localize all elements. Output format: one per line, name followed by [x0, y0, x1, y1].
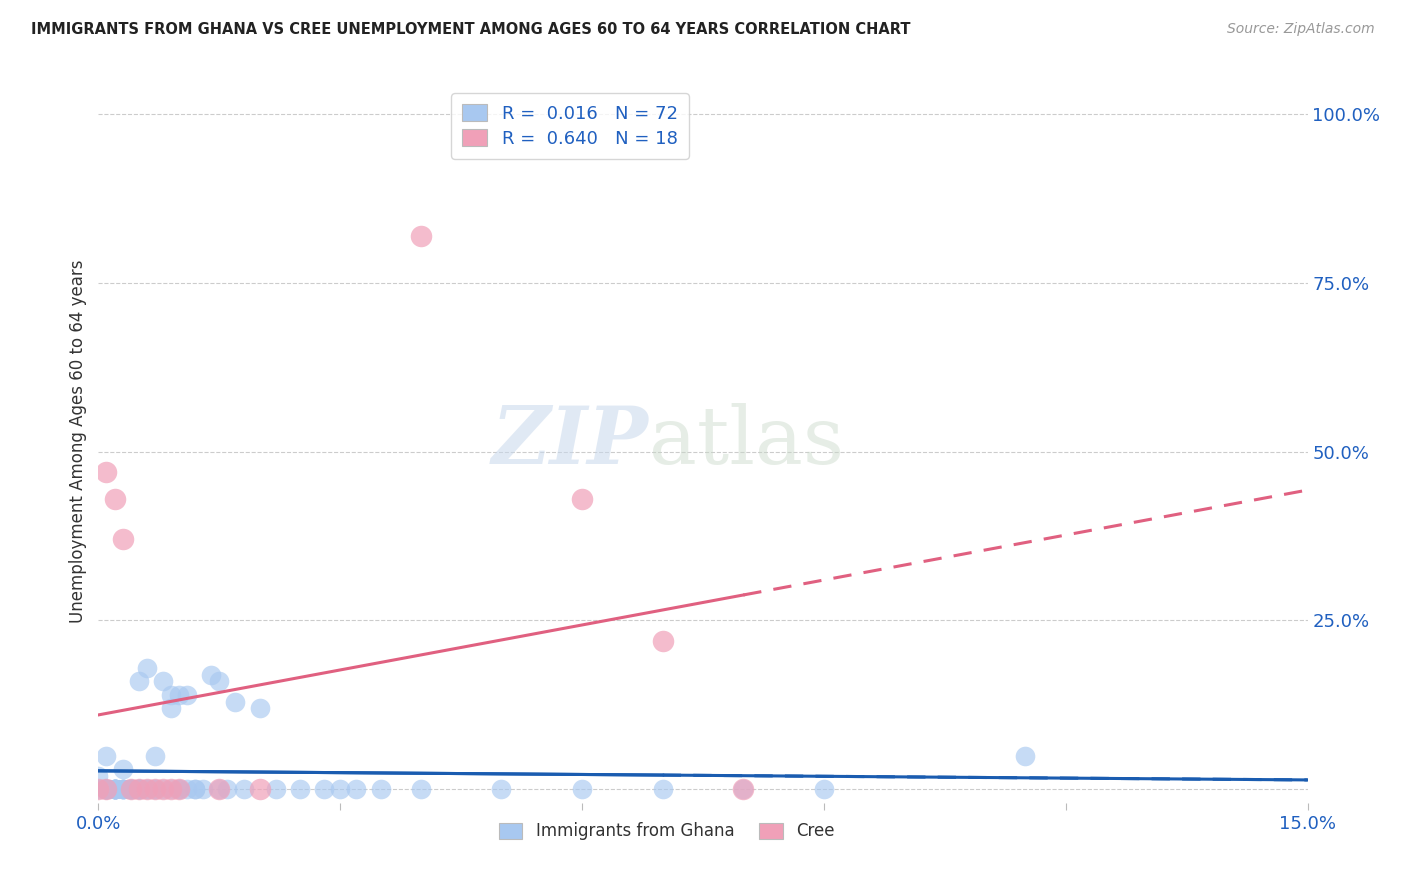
Point — [264, 782, 287, 797]
Point — [208, 782, 231, 797]
Point — [200, 667, 222, 681]
Point — [111, 782, 134, 797]
Point — [176, 688, 198, 702]
Legend: Immigrants from Ghana, Cree: Immigrants from Ghana, Cree — [491, 814, 842, 848]
Point — [288, 782, 311, 797]
Point — [193, 782, 215, 797]
Point — [143, 782, 166, 797]
Point — [111, 782, 134, 797]
Point — [135, 782, 157, 797]
Point — [96, 782, 118, 797]
Point — [208, 674, 231, 689]
Point — [135, 661, 157, 675]
Point — [733, 782, 755, 797]
Point — [111, 533, 134, 547]
Point — [409, 782, 432, 797]
Point — [184, 782, 207, 797]
Point — [176, 782, 198, 797]
Point — [120, 782, 142, 797]
Point — [160, 688, 183, 702]
Text: IMMIGRANTS FROM GHANA VS CREE UNEMPLOYMENT AMONG AGES 60 TO 64 YEARS CORRELATION: IMMIGRANTS FROM GHANA VS CREE UNEMPLOYME… — [31, 22, 911, 37]
Point — [160, 782, 183, 797]
Point — [571, 782, 593, 797]
Point — [167, 782, 190, 797]
Point — [152, 782, 174, 797]
Point — [87, 782, 110, 797]
Point — [160, 701, 183, 715]
Point — [103, 782, 125, 797]
Point — [651, 782, 673, 797]
Point — [491, 782, 513, 797]
Point — [152, 674, 174, 689]
Point — [651, 633, 673, 648]
Point — [329, 782, 352, 797]
Text: ZIP: ZIP — [492, 403, 648, 480]
Point — [103, 782, 125, 797]
Point — [135, 782, 157, 797]
Point — [167, 688, 190, 702]
Point — [103, 782, 125, 797]
Point — [232, 782, 254, 797]
Point — [733, 782, 755, 797]
Point — [370, 782, 392, 797]
Point — [571, 491, 593, 506]
Point — [160, 782, 183, 797]
Point — [87, 769, 110, 783]
Point — [249, 782, 271, 797]
Point — [344, 782, 367, 797]
Point — [184, 782, 207, 797]
Point — [103, 782, 125, 797]
Point — [120, 782, 142, 797]
Point — [120, 782, 142, 797]
Point — [96, 748, 118, 763]
Point — [96, 465, 118, 479]
Point — [409, 228, 432, 243]
Point — [143, 782, 166, 797]
Point — [224, 694, 246, 708]
Point — [111, 762, 134, 776]
Point — [103, 491, 125, 506]
Point — [128, 782, 150, 797]
Point — [135, 782, 157, 797]
Point — [96, 782, 118, 797]
Point — [813, 782, 835, 797]
Point — [96, 782, 118, 797]
Point — [128, 674, 150, 689]
Point — [103, 782, 125, 797]
Point — [143, 782, 166, 797]
Point — [120, 782, 142, 797]
Point — [96, 782, 118, 797]
Point — [128, 782, 150, 797]
Point — [111, 782, 134, 797]
Point — [128, 782, 150, 797]
Point — [96, 782, 118, 797]
Point — [249, 701, 271, 715]
Point — [152, 782, 174, 797]
Point — [103, 782, 125, 797]
Point — [96, 782, 118, 797]
Point — [103, 782, 125, 797]
Point — [120, 782, 142, 797]
Point — [167, 782, 190, 797]
Text: Source: ZipAtlas.com: Source: ZipAtlas.com — [1227, 22, 1375, 37]
Y-axis label: Unemployment Among Ages 60 to 64 years: Unemployment Among Ages 60 to 64 years — [69, 260, 87, 624]
Point — [103, 782, 125, 797]
Point — [128, 782, 150, 797]
Point — [167, 782, 190, 797]
Point — [143, 748, 166, 763]
Point — [217, 782, 239, 797]
Point — [128, 782, 150, 797]
Point — [111, 782, 134, 797]
Point — [208, 782, 231, 797]
Point — [96, 782, 118, 797]
Text: atlas: atlas — [648, 402, 844, 481]
Point — [87, 782, 110, 797]
Point — [314, 782, 336, 797]
Point — [1014, 748, 1036, 763]
